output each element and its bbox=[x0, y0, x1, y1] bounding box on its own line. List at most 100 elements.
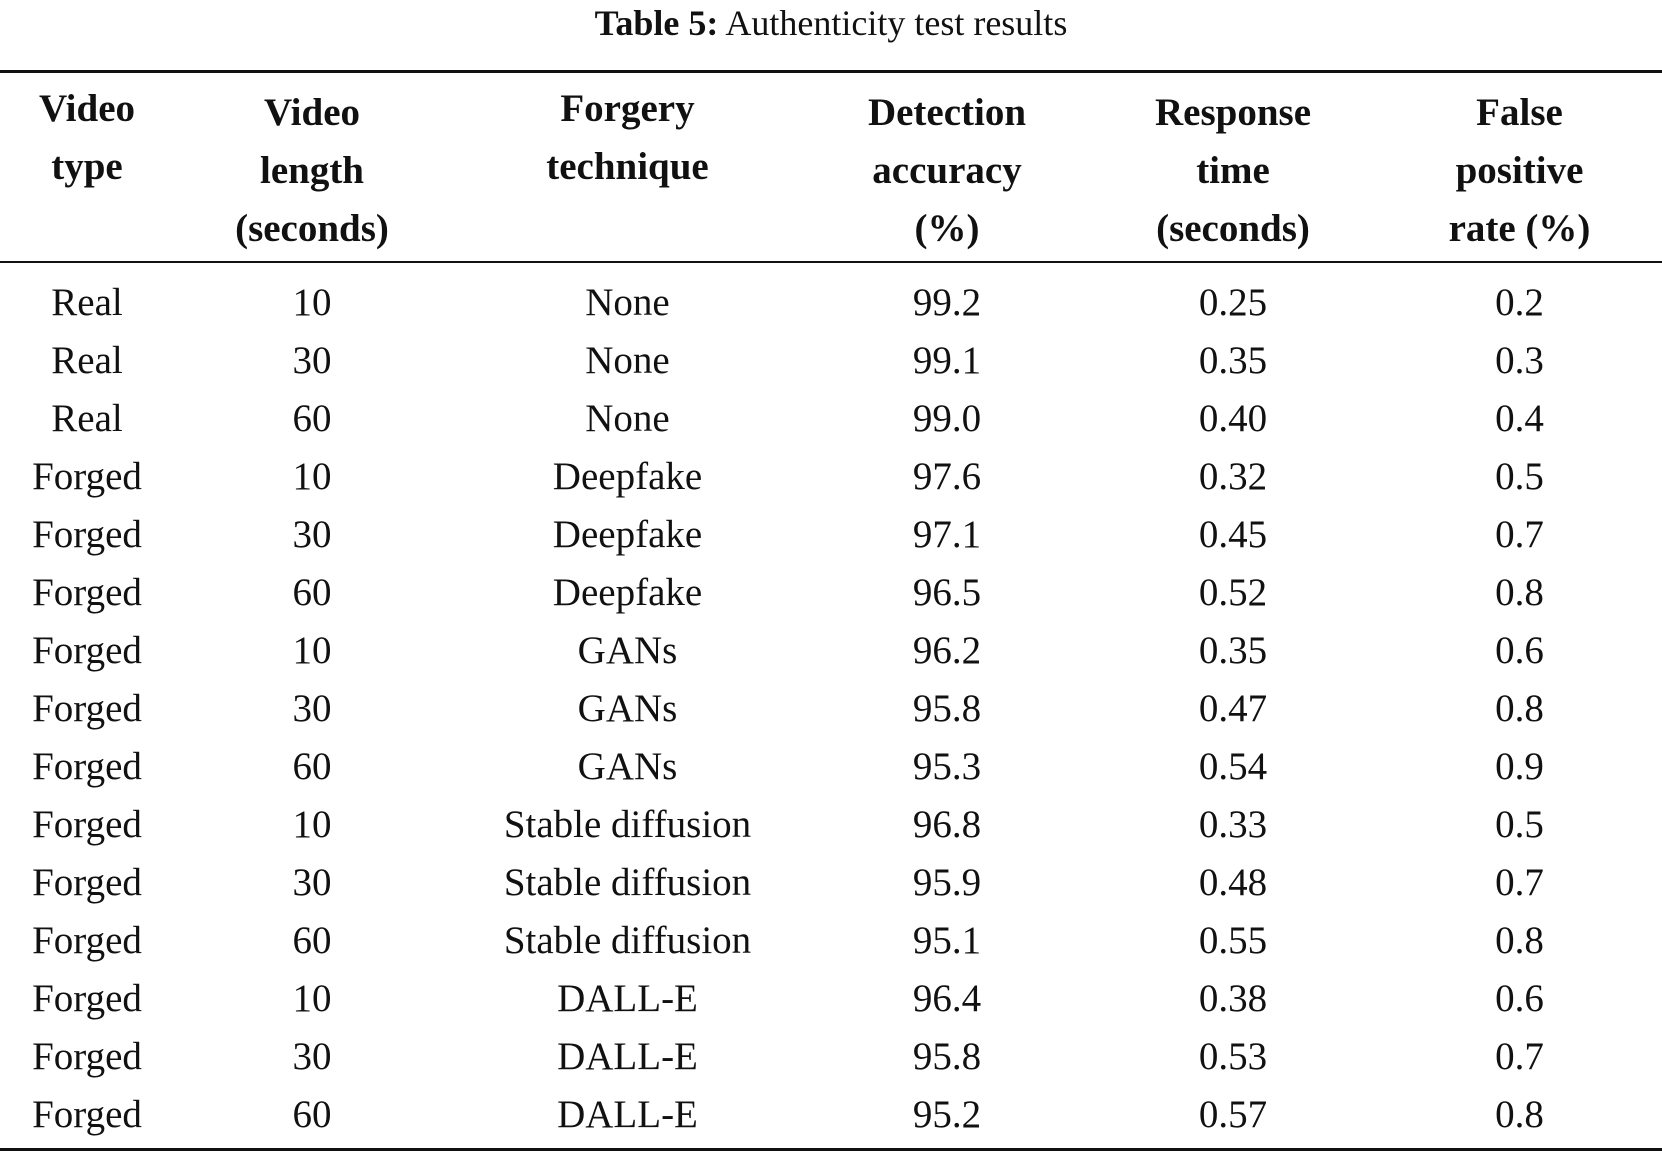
cell-false-positive-rate: 0.5 bbox=[1495, 455, 1544, 498]
cell-response-time: 0.57 bbox=[1198, 1093, 1268, 1136]
cell-forgery-technique: Stable diffusion bbox=[503, 803, 752, 846]
cell-video-type: Forged bbox=[32, 861, 142, 904]
cell-video-type: Forged bbox=[32, 1093, 142, 1136]
cell-response-time: 0.48 bbox=[1198, 861, 1268, 904]
table-bottom-rule bbox=[0, 1148, 1662, 1151]
cell-video-length: 10 bbox=[292, 977, 332, 1020]
results-table: Video type Video length (seconds) Forger… bbox=[0, 73, 1662, 1144]
table-row: Forged 60 Deepfake 96.5 0.52 0.8 bbox=[0, 564, 1662, 622]
cell-video-type: Forged bbox=[32, 455, 142, 498]
table-row: Forged 30 Stable diffusion 95.9 0.48 0.7 bbox=[0, 854, 1662, 912]
cell-video-type: Forged bbox=[32, 977, 142, 1020]
cell-video-type: Forged bbox=[32, 571, 142, 614]
cell-detection-accuracy: 96.2 bbox=[912, 629, 982, 672]
cell-forgery-technique: Deepfake bbox=[552, 455, 703, 498]
table-row: Forged 10 Deepfake 97.6 0.32 0.5 bbox=[0, 448, 1662, 506]
table-caption: Table 5: Authenticity test results bbox=[0, 0, 1662, 46]
cell-video-length: 60 bbox=[292, 1093, 332, 1136]
cell-false-positive-rate: 0.7 bbox=[1495, 861, 1544, 904]
cell-false-positive-rate: 0.8 bbox=[1495, 571, 1544, 614]
table-row: Forged 30 GANs 95.8 0.47 0.8 bbox=[0, 680, 1662, 738]
cell-forgery-technique: DALL-E bbox=[557, 1093, 698, 1136]
cell-detection-accuracy: 95.2 bbox=[912, 1093, 982, 1136]
cell-response-time: 0.25 bbox=[1198, 281, 1268, 324]
table-caption-title: Authenticity test results bbox=[725, 3, 1068, 43]
header-video-length-label: Video length (seconds) bbox=[235, 90, 389, 250]
cell-response-time: 0.40 bbox=[1198, 397, 1268, 440]
cell-false-positive-rate: 0.8 bbox=[1495, 919, 1544, 962]
cell-video-length: 30 bbox=[292, 513, 332, 556]
table-row: Forged 60 DALL-E 95.2 0.57 0.8 bbox=[0, 1086, 1662, 1144]
cell-detection-accuracy: 99.0 bbox=[912, 397, 982, 440]
header-video-length: Video length (seconds) bbox=[174, 73, 450, 268]
cell-detection-accuracy: 99.1 bbox=[912, 339, 982, 382]
table-row: Forged 30 Deepfake 97.1 0.45 0.7 bbox=[0, 506, 1662, 564]
table-row: Real 30 None 99.1 0.35 0.3 bbox=[0, 332, 1662, 390]
header-video-type-label: Video type bbox=[38, 87, 136, 188]
cell-response-time: 0.33 bbox=[1198, 803, 1268, 846]
cell-forgery-technique: GANs bbox=[577, 745, 678, 788]
cell-forgery-technique: None bbox=[585, 339, 670, 382]
cell-detection-accuracy: 95.1 bbox=[912, 919, 982, 962]
cell-forgery-technique: DALL-E bbox=[557, 1035, 698, 1078]
cell-video-type: Real bbox=[51, 397, 123, 440]
cell-video-length: 30 bbox=[292, 339, 332, 382]
cell-video-type: Forged bbox=[32, 745, 142, 788]
cell-detection-accuracy: 96.8 bbox=[912, 803, 982, 846]
cell-response-time: 0.35 bbox=[1198, 629, 1268, 672]
header-detection-accuracy-label: Detection accuracy (%) bbox=[867, 90, 1027, 250]
cell-video-length: 60 bbox=[292, 571, 332, 614]
cell-response-time: 0.32 bbox=[1198, 455, 1268, 498]
cell-detection-accuracy: 95.8 bbox=[912, 687, 982, 730]
cell-response-time: 0.54 bbox=[1198, 745, 1268, 788]
header-detection-accuracy: Detection accuracy (%) bbox=[805, 73, 1089, 268]
cell-video-type: Forged bbox=[32, 687, 142, 730]
cell-video-length: 30 bbox=[292, 1035, 332, 1078]
cell-false-positive-rate: 0.4 bbox=[1495, 397, 1544, 440]
cell-video-length: 30 bbox=[292, 861, 332, 904]
cell-video-length: 10 bbox=[292, 455, 332, 498]
cell-false-positive-rate: 0.7 bbox=[1495, 1035, 1544, 1078]
table-row: Forged 60 GANs 95.3 0.54 0.9 bbox=[0, 738, 1662, 796]
cell-detection-accuracy: 97.6 bbox=[912, 455, 982, 498]
cell-video-length: 10 bbox=[292, 629, 332, 672]
cell-detection-accuracy: 95.3 bbox=[912, 745, 982, 788]
table-row: Forged 10 DALL-E 96.4 0.38 0.6 bbox=[0, 970, 1662, 1028]
cell-forgery-technique: None bbox=[585, 397, 670, 440]
cell-video-length: 60 bbox=[292, 745, 332, 788]
cell-video-type: Forged bbox=[32, 803, 142, 846]
table-row: Real 10 None 99.2 0.25 0.2 bbox=[0, 268, 1662, 332]
table-row: Forged 10 Stable diffusion 96.8 0.33 0.5 bbox=[0, 796, 1662, 854]
cell-false-positive-rate: 0.2 bbox=[1495, 281, 1544, 324]
cell-video-type: Forged bbox=[32, 629, 142, 672]
cell-video-type: Forged bbox=[32, 919, 142, 962]
cell-response-time: 0.52 bbox=[1198, 571, 1268, 614]
cell-forgery-technique: Stable diffusion bbox=[503, 861, 752, 904]
cell-response-time: 0.45 bbox=[1198, 513, 1268, 556]
cell-false-positive-rate: 0.5 bbox=[1495, 803, 1544, 846]
header-forgery-technique: Forgery technique bbox=[450, 73, 805, 268]
cell-video-length: 60 bbox=[292, 397, 332, 440]
cell-false-positive-rate: 0.6 bbox=[1495, 629, 1544, 672]
cell-response-time: 0.35 bbox=[1198, 339, 1268, 382]
cell-response-time: 0.47 bbox=[1198, 687, 1268, 730]
cell-video-type: Real bbox=[51, 339, 123, 382]
cell-video-length: 60 bbox=[292, 919, 332, 962]
cell-false-positive-rate: 0.6 bbox=[1495, 977, 1544, 1020]
table-top-rule bbox=[0, 70, 1662, 73]
cell-response-time: 0.55 bbox=[1198, 919, 1268, 962]
cell-video-length: 10 bbox=[292, 281, 332, 324]
header-response-time-label: Response time (seconds) bbox=[1154, 90, 1312, 250]
table-row: Forged 30 DALL-E 95.8 0.53 0.7 bbox=[0, 1028, 1662, 1086]
cell-forgery-technique: None bbox=[585, 281, 670, 324]
cell-false-positive-rate: 0.8 bbox=[1495, 687, 1544, 730]
table-header-rule bbox=[0, 261, 1662, 263]
cell-response-time: 0.53 bbox=[1198, 1035, 1268, 1078]
cell-false-positive-rate: 0.7 bbox=[1495, 513, 1544, 556]
cell-detection-accuracy: 95.9 bbox=[912, 861, 982, 904]
cell-forgery-technique: Stable diffusion bbox=[503, 919, 752, 962]
cell-forgery-technique: Deepfake bbox=[552, 513, 703, 556]
cell-video-type: Real bbox=[51, 281, 123, 324]
cell-video-type: Forged bbox=[32, 1035, 142, 1078]
cell-detection-accuracy: 96.5 bbox=[912, 571, 982, 614]
